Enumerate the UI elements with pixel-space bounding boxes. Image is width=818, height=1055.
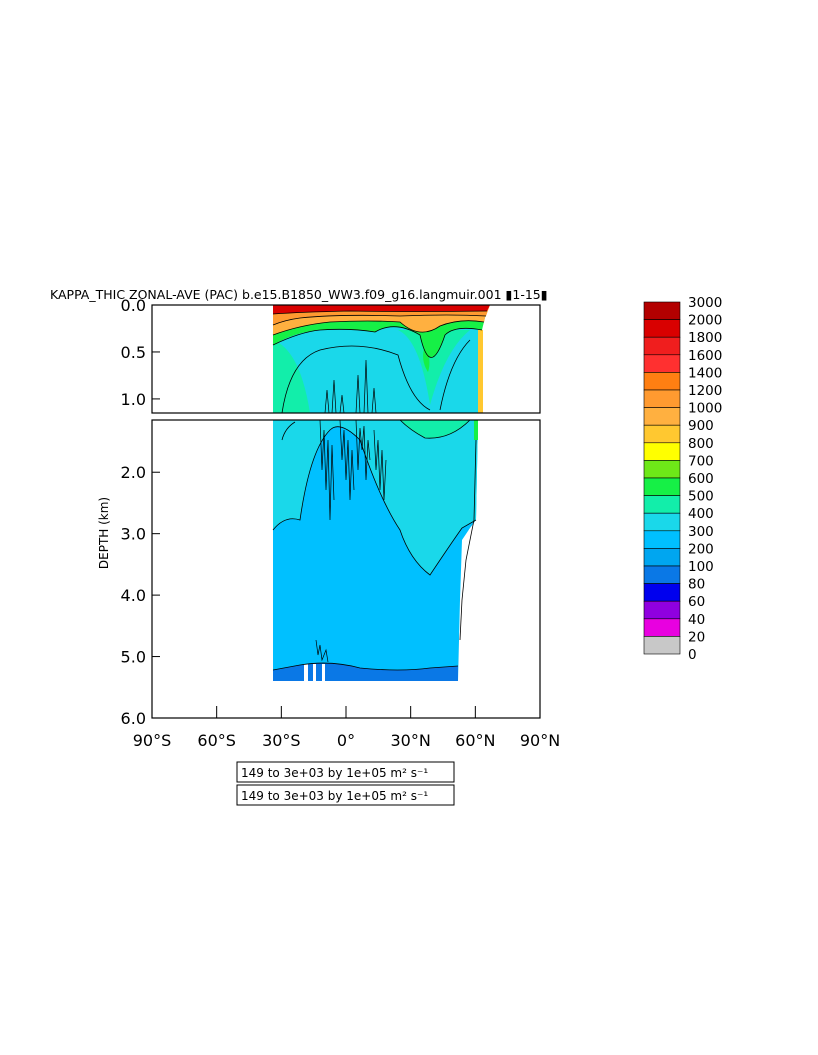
colorbar-level-label: 200: [688, 541, 714, 557]
upper-fill-500-left: [273, 340, 310, 413]
colorbar-level-label: 1800: [688, 330, 722, 346]
lower-fill-east-edge: [474, 420, 478, 440]
lower-fill-200: [273, 663, 458, 681]
lower-contours: [272, 420, 477, 671]
y-tick-label: 4.0: [121, 586, 146, 605]
colorbar-swatch: [643, 548, 681, 567]
colorbar-level-label: 80: [688, 577, 705, 593]
lower-fill-500: [273, 420, 470, 439]
y-tick-label: 6.0: [121, 709, 146, 728]
colorbar-level-label: 2000: [688, 313, 722, 329]
x-tick-label: 0°: [337, 731, 355, 750]
colorbar: 3000200018001600140012001000900800700600…: [643, 295, 722, 663]
range-note-2: 149 to 3e+03 by 1e+05 m² s⁻¹: [236, 784, 455, 806]
colorbar-level-label: 500: [688, 489, 714, 505]
colorbar-level-label: 0: [688, 647, 697, 663]
upper-contours: [272, 310, 488, 413]
lower-noise-contours: [315, 420, 387, 663]
colorbar-level-label: 900: [688, 418, 714, 434]
y-tick-label: 0.5: [121, 343, 146, 362]
upper-fill-500-right: [398, 330, 470, 405]
x-tick-label: 90°S: [133, 731, 172, 750]
x-axis-ticks: 90°S 60°S 30°S 0° 30°N 60°N 90°N: [133, 706, 560, 750]
lower-panel: [272, 420, 478, 681]
x-tick-label: 60°S: [197, 731, 236, 750]
range-note-1-box: [236, 761, 455, 783]
colorbar-level-label: 1600: [688, 348, 722, 364]
colorbar-swatch: [643, 460, 681, 479]
colorbar-swatch: [643, 565, 681, 584]
colorbar-swatch: [643, 407, 681, 426]
range-note-1-text: 149 to 3e+03 by 1e+05 m² s⁻¹: [241, 766, 428, 780]
colorbar-level-label: 400: [688, 506, 714, 522]
colorbar-level-label: 800: [688, 436, 714, 452]
colorbar-level-label: 1000: [688, 401, 722, 417]
colorbar-swatch: [643, 618, 681, 637]
colorbar-level-label: 60: [688, 594, 705, 610]
colorbar-swatch: [643, 583, 681, 602]
x-tick-label: 60°N: [455, 731, 495, 750]
colorbar-swatch: [643, 530, 681, 549]
lower-gap-3: [322, 664, 325, 681]
colorbar-swatch: [643, 600, 681, 620]
x-tick-label: 30°S: [262, 731, 301, 750]
colorbar-level-label: 20: [688, 629, 705, 645]
colorbar-swatch: [643, 424, 681, 444]
colorbar-swatch: [643, 512, 681, 532]
y-axis-label: DEPTH (km): [97, 497, 111, 569]
colorbar-level-label: 40: [688, 612, 705, 628]
lower-gap-1: [304, 664, 308, 681]
y-tick-label: 0.0: [121, 296, 146, 315]
y-tick-label: 5.0: [121, 648, 146, 667]
upper-fill-2000: [273, 305, 490, 314]
range-note-1: 149 to 3e+03 by 1e+05 m² s⁻¹: [236, 761, 455, 783]
colorbar-level-label: 100: [688, 559, 714, 575]
y-tick-label: 2.0: [121, 463, 146, 482]
range-note-2-text: 149 to 3e+03 by 1e+05 m² s⁻¹: [241, 789, 428, 803]
chart-title: KAPPA_THIC ZONAL-AVE (PAC) b.e15.B1850_W…: [50, 287, 548, 302]
y-tick-label: 3.0: [121, 525, 146, 544]
colorbar-level-label: 700: [688, 453, 714, 469]
upper-noise-contours: [324, 359, 377, 413]
colorbar-swatch: [643, 477, 681, 496]
colorbar-level-label: 300: [688, 524, 714, 540]
colorbar-level-label: 3000: [688, 295, 722, 311]
colorbar-swatch: [643, 389, 681, 408]
upper-fill-600-patch: [423, 345, 430, 372]
upper-panel: [272, 305, 490, 413]
lower-gap-2: [313, 664, 316, 681]
colorbar-swatch: [643, 354, 681, 373]
colorbar-swatch: [643, 495, 681, 514]
lower-fill-400: [273, 420, 478, 575]
upper-fill-east-edge: [478, 330, 483, 413]
colorbar-swatch: [643, 336, 681, 356]
upper-plot-frame: [151, 304, 541, 414]
colorbar-swatch: [643, 442, 681, 461]
colorbar-level-label: 600: [688, 471, 714, 487]
x-tick-label: 90°N: [520, 731, 560, 750]
colorbar-level-label: 1400: [688, 365, 722, 381]
colorbar-swatch: [643, 636, 681, 655]
colorbar-swatch: [643, 319, 681, 338]
y-axis-ticks: 0.0 0.5 1.0 2.0 3.0 4.0 5.0 6.0: [121, 296, 160, 728]
y-tick-label: 1.0: [121, 390, 146, 409]
x-tick-label: 30°N: [391, 731, 431, 750]
range-note-2-box: [236, 784, 455, 806]
colorbar-swatch: [643, 372, 681, 391]
colorbar-level-label: 1200: [688, 383, 722, 399]
colorbar-swatch: [643, 301, 681, 320]
